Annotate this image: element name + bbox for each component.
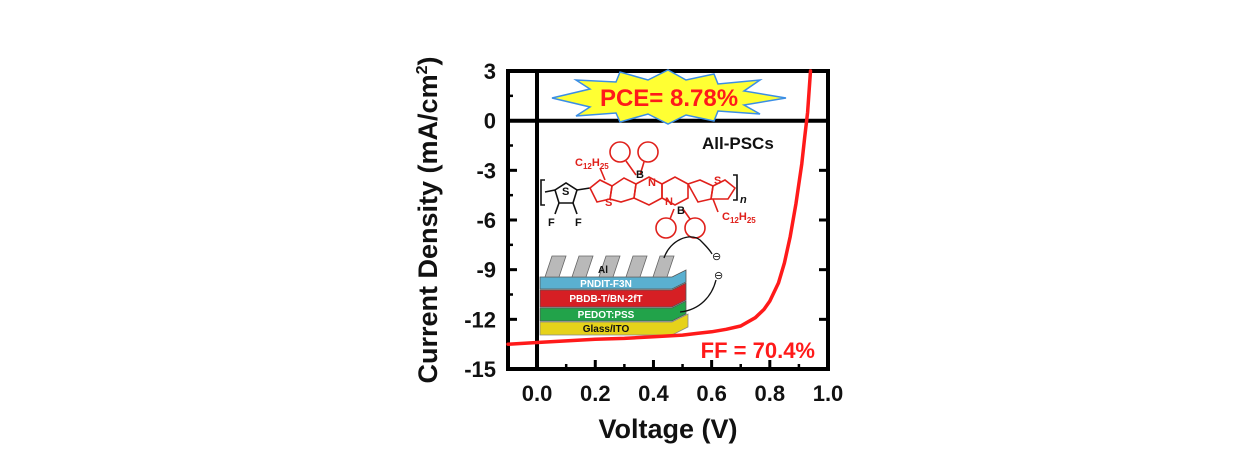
- sulfur-label-left: S: [605, 197, 612, 209]
- pce-label: PCE= 8.78%: [600, 85, 738, 112]
- nitrogen-label-top: N: [648, 177, 656, 189]
- y-tick-label: -9: [476, 258, 496, 283]
- x-tick-label: 0.6: [696, 381, 727, 406]
- burst-shape: [551, 69, 787, 125]
- nitrogen-label-bottom: N: [665, 196, 673, 208]
- alkyl-label-bottom: C12H25: [722, 211, 756, 225]
- fluorine-label-right: F: [575, 217, 582, 229]
- pce-burst: PCE= 8.78%: [551, 69, 787, 125]
- molecule-structure: [540, 141, 738, 239]
- repeat-unit-label: n: [740, 194, 747, 206]
- sulfur-label-donor: S: [562, 186, 569, 198]
- device-stack: [539, 236, 717, 336]
- jv-curve-series-0: [506, 69, 813, 346]
- electrode-symbol-bottom: ⊖: [714, 270, 723, 282]
- ff-label: FF = 70.4%: [701, 338, 815, 363]
- y-tick-label: 0: [484, 109, 496, 134]
- series-layer: [506, 69, 813, 346]
- electrode-symbol-top: ⊖: [712, 251, 721, 263]
- x-tick-label: 0.4: [638, 381, 669, 406]
- layer-label-active: PBDB-T/BN-2fT: [569, 294, 642, 305]
- y-tick-label: -15: [464, 357, 496, 382]
- x-axis-title: Voltage (V): [598, 414, 737, 444]
- y-tick-label: -12: [464, 307, 496, 332]
- y-tick-label: -3: [476, 158, 496, 183]
- alkyl-label-top: C12H25: [575, 157, 609, 171]
- layer-label-pedot: PEDOT:PSS: [578, 310, 635, 321]
- layer-label-al: Al: [598, 265, 608, 276]
- y-axis-ticks: 3 0 -3 -6 -9 -12 -15: [464, 59, 828, 382]
- y-tick-label: 3: [484, 59, 496, 84]
- x-tick-label: 0.2: [580, 381, 611, 406]
- x-axis-ticks: 0.0 0.2 0.4 0.6 0.8 1.0: [522, 360, 844, 406]
- boron-label-bottom: B: [677, 205, 685, 217]
- all-pscs-label: All-PSCs: [702, 134, 774, 153]
- x-tick-label: 1.0: [813, 381, 844, 406]
- layer-label-glass: Glass/ITO: [583, 324, 630, 335]
- x-tick-label: 0.0: [522, 381, 553, 406]
- x-tick-label: 0.8: [755, 381, 786, 406]
- fluorine-label-left: F: [548, 217, 555, 229]
- y-tick-label: -6: [476, 208, 496, 233]
- y-axis-title: Current Density (mA/cm2): [413, 57, 443, 384]
- sulfur-label-right: S: [714, 175, 721, 187]
- boron-label-top: B: [636, 169, 644, 181]
- layer-label-pndit: PNDIT-F3N: [580, 279, 632, 290]
